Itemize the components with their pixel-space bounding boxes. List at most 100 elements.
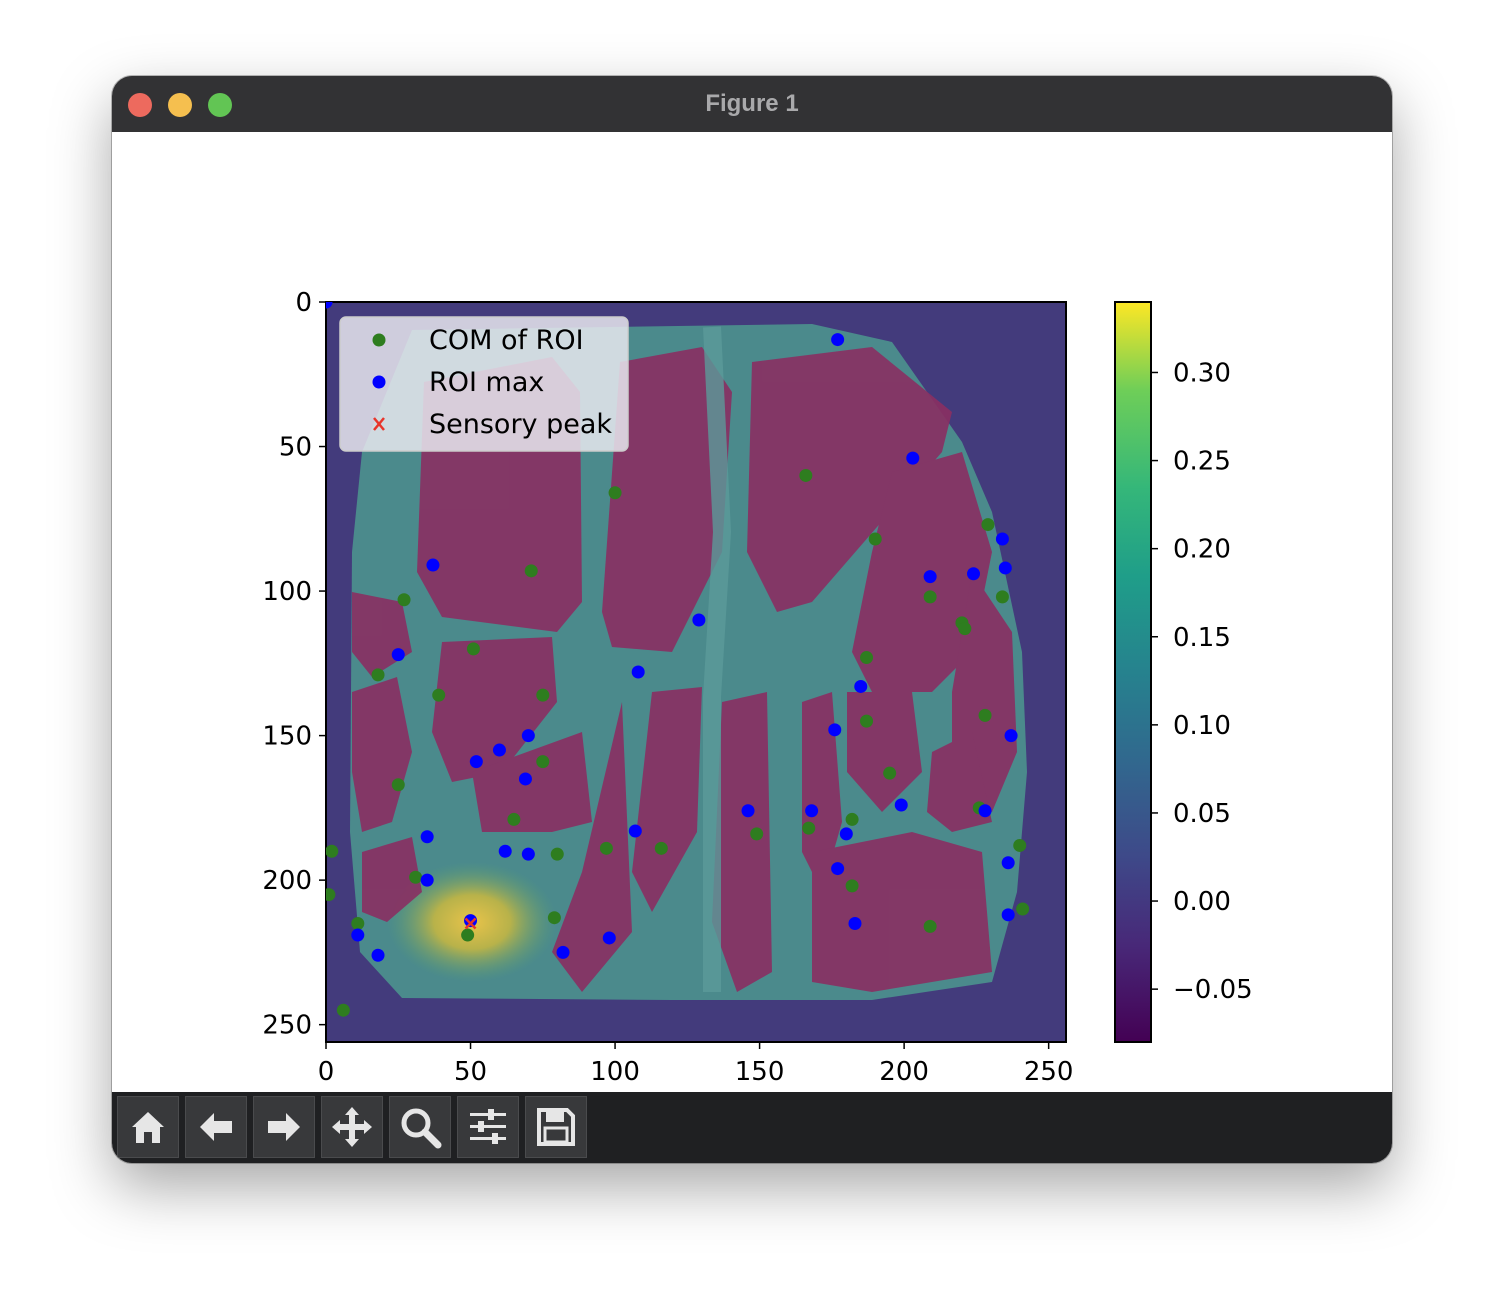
com-point <box>608 486 622 500</box>
title-bar: Figure 1 <box>112 76 1392 132</box>
colorbar-tick-label: 0.20 <box>1173 535 1231 565</box>
roi-max-point <box>426 558 440 572</box>
roi-max-point <box>492 743 506 757</box>
roi-max-point <box>854 679 868 693</box>
minimize-button[interactable] <box>168 93 192 117</box>
roi-max-point <box>602 931 616 945</box>
colorbar-tick-label: 0.25 <box>1173 447 1231 477</box>
com-point <box>868 532 882 546</box>
roi-max-point <box>518 772 532 786</box>
com-point <box>547 911 561 925</box>
com-point <box>1013 838 1027 852</box>
com-point <box>845 812 859 826</box>
com-point <box>802 821 816 835</box>
roi-max-point <box>839 827 853 841</box>
roi-max-point <box>831 333 845 347</box>
window-title: Figure 1 <box>705 90 799 117</box>
close-button[interactable] <box>128 93 152 117</box>
com-point <box>860 651 874 665</box>
com-point <box>371 668 385 682</box>
x-tick-label: 100 <box>590 1057 640 1087</box>
roi-max-point <box>469 755 483 769</box>
roi-max-point <box>831 862 845 876</box>
colorbar-tick-label: 0.05 <box>1173 799 1231 829</box>
forward-button[interactable] <box>253 1096 315 1158</box>
com-point <box>958 622 972 636</box>
roi-max-point <box>894 798 908 812</box>
roi-max-point <box>741 804 755 818</box>
com-point <box>883 766 897 780</box>
y-tick-label: 0 <box>295 288 312 318</box>
legend-marker <box>372 333 386 347</box>
com-point <box>860 714 874 728</box>
home-button[interactable] <box>117 1096 179 1158</box>
back-button[interactable] <box>185 1096 247 1158</box>
com-point <box>995 590 1009 604</box>
legend-label: COM of ROI <box>429 325 584 356</box>
roi-max-point <box>521 847 535 861</box>
com-point <box>409 870 423 884</box>
com-point <box>1016 902 1030 916</box>
com-point <box>336 1003 350 1017</box>
figure-canvas[interactable]: 0 50 100 150 200 250 0 50 100 150 200 250 COM of RO… <box>112 132 1392 1092</box>
com-point <box>351 916 365 930</box>
com-point <box>326 888 336 902</box>
com-point <box>326 844 339 858</box>
roi-max-point <box>923 570 937 584</box>
arrow-left-icon <box>200 1113 232 1141</box>
roi-max-point <box>391 648 405 662</box>
colorbar-tick-label: −0.05 <box>1173 975 1253 1005</box>
colorbar-tick-label: 0.10 <box>1173 711 1231 741</box>
y-tick-label: 250 <box>262 1011 312 1041</box>
move-icon <box>332 1107 372 1147</box>
com-point <box>461 928 475 942</box>
x-tick-label: 50 <box>454 1057 487 1087</box>
x-tick-label: 250 <box>1024 1057 1074 1087</box>
roi-max-point <box>1001 908 1015 922</box>
legend: COM of ROI ROI max Sensory peak <box>339 316 629 452</box>
zoom-window-button[interactable] <box>208 93 232 117</box>
com-point <box>397 593 411 607</box>
save-button[interactable] <box>525 1096 587 1158</box>
com-point <box>923 919 937 933</box>
com-point <box>799 468 813 482</box>
roi-max-point <box>967 567 980 581</box>
roi-max-point <box>631 665 645 679</box>
roi-max-point <box>1001 856 1015 870</box>
y-tick-label: 100 <box>262 577 312 607</box>
scatter-points <box>326 302 1030 1017</box>
pan-button[interactable] <box>321 1096 383 1158</box>
com-point <box>536 688 550 702</box>
roi-max-point <box>1004 729 1018 743</box>
zoom-icon <box>401 1108 442 1149</box>
roi-max-point <box>326 302 333 309</box>
colorbar-ticks: −0.05 0.00 0.05 0.10 0.15 0.20 0.25 0.30 <box>1151 358 1253 1005</box>
com-point <box>599 841 613 855</box>
x-tick-label: 0 <box>318 1057 335 1087</box>
axes-frame <box>325 301 1067 1043</box>
home-icon <box>132 1112 164 1143</box>
roi-max-point <box>995 532 1009 546</box>
roi-max-point <box>371 948 385 962</box>
legend-marker <box>372 375 386 389</box>
roi-max-point <box>628 824 642 838</box>
roi-max-point <box>420 830 434 844</box>
y-tick-label: 200 <box>262 866 312 896</box>
configure-subplots-button[interactable] <box>457 1096 519 1158</box>
colorbar-tick-label: 0.30 <box>1173 358 1231 388</box>
com-point <box>536 755 550 769</box>
figure-window: Figure 1 <box>112 76 1392 1163</box>
roi-max-point <box>556 945 570 959</box>
save-icon <box>537 1108 575 1146</box>
com-point <box>550 847 564 861</box>
roi-max-point <box>521 729 535 743</box>
com-point <box>981 518 995 532</box>
roi-max-point <box>420 873 434 887</box>
toolbar <box>112 1092 1392 1163</box>
zoom-button[interactable] <box>389 1096 451 1158</box>
legend-marker <box>373 417 385 431</box>
colorbar-tick-label: 0.15 <box>1173 623 1231 653</box>
com-point <box>524 564 538 578</box>
